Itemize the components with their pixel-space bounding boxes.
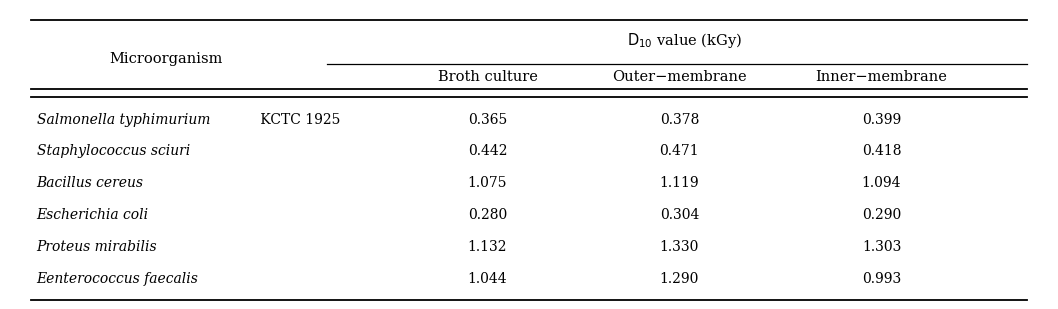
Text: Salmonella typhimurium: Salmonella typhimurium	[36, 113, 209, 127]
Text: 1.290: 1.290	[659, 272, 699, 286]
Text: 1.044: 1.044	[468, 272, 508, 286]
Text: 1.330: 1.330	[659, 240, 699, 254]
Text: 1.119: 1.119	[659, 176, 699, 190]
Text: 0.471: 0.471	[659, 145, 699, 159]
Text: 0.399: 0.399	[862, 113, 901, 127]
Text: Outer−membrane: Outer−membrane	[612, 70, 747, 84]
Text: Broth culture: Broth culture	[438, 70, 537, 84]
Text: 1.303: 1.303	[862, 240, 901, 254]
Text: Escherichia coli: Escherichia coli	[36, 208, 148, 222]
Text: Staphylococcus sciuri: Staphylococcus sciuri	[36, 145, 189, 159]
Text: 1.132: 1.132	[468, 240, 507, 254]
Text: $\mathrm{D}_{10}$ value (kGy): $\mathrm{D}_{10}$ value (kGy)	[627, 32, 742, 50]
Text: Microorganism: Microorganism	[109, 52, 223, 66]
Text: Bacillus cereus: Bacillus cereus	[36, 176, 144, 190]
Text: 0.378: 0.378	[659, 113, 699, 127]
Text: 0.280: 0.280	[468, 208, 507, 222]
Text: 0.365: 0.365	[468, 113, 507, 127]
Text: 1.075: 1.075	[468, 176, 507, 190]
Text: 1.094: 1.094	[862, 176, 901, 190]
Text: 0.418: 0.418	[862, 145, 901, 159]
Text: Eenterococcus faecalis: Eenterococcus faecalis	[36, 272, 199, 286]
Text: Inner−membrane: Inner−membrane	[816, 70, 948, 84]
Text: 0.442: 0.442	[468, 145, 507, 159]
Text: KCTC 1925: KCTC 1925	[256, 113, 340, 127]
Text: 0.993: 0.993	[862, 272, 901, 286]
Text: Proteus mirabilis: Proteus mirabilis	[36, 240, 158, 254]
Text: 0.304: 0.304	[659, 208, 699, 222]
Text: 0.290: 0.290	[862, 208, 901, 222]
